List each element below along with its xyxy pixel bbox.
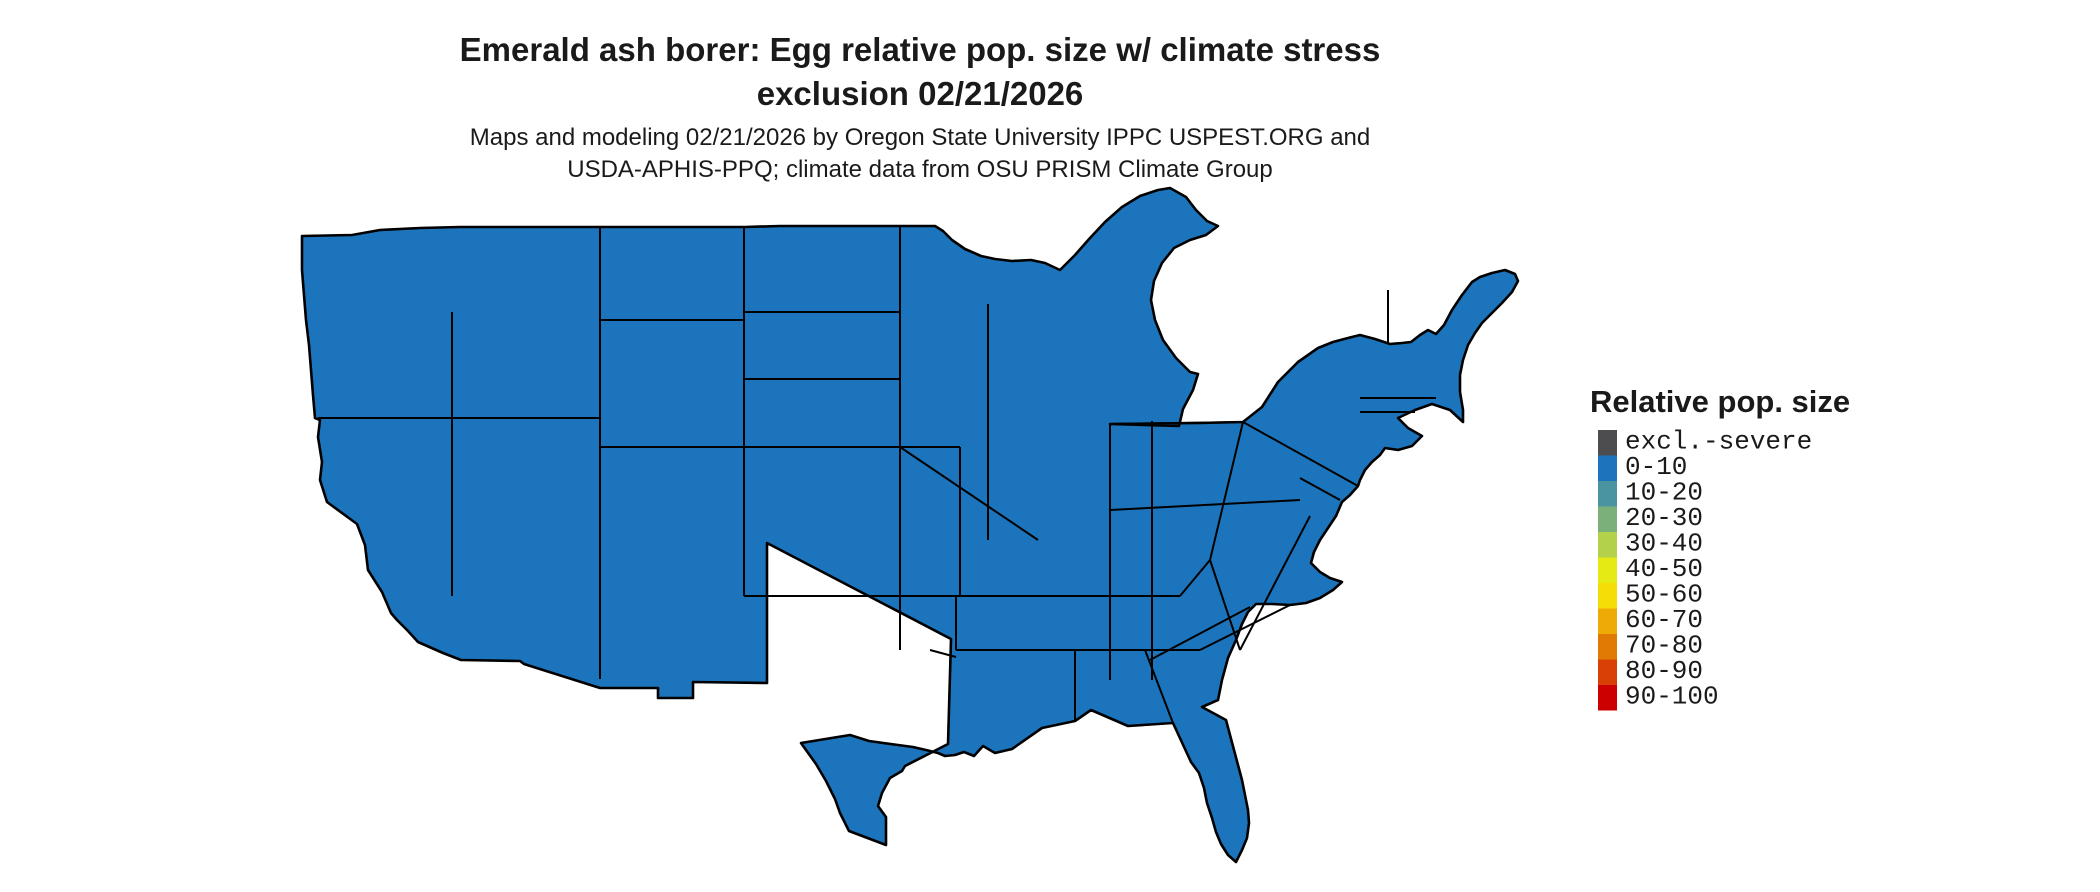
svg-text:90-100: 90-100: [1625, 681, 1719, 711]
svg-text:Relative pop. size: Relative pop. size: [1590, 384, 1850, 419]
